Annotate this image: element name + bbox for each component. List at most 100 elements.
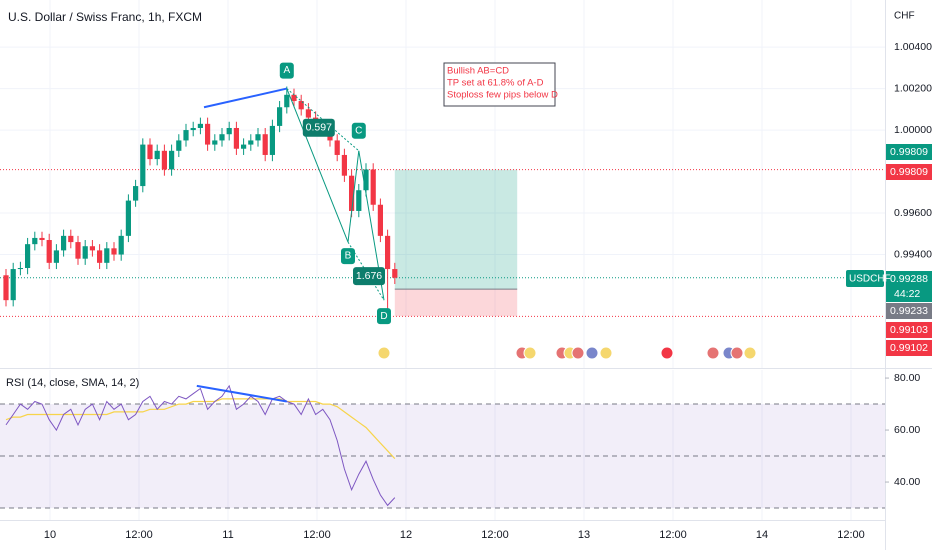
- candle-body: [349, 175, 355, 211]
- event-icon[interactable]: [599, 346, 613, 360]
- candle-body: [68, 235, 74, 243]
- x-tick-label: 12:00: [837, 529, 865, 541]
- candle-body: [226, 127, 232, 135]
- event-icon[interactable]: [377, 346, 391, 360]
- event-icon[interactable]: [706, 346, 720, 360]
- x-tick-label: 14: [756, 529, 768, 541]
- candle-body: [161, 150, 167, 170]
- candle-body: [46, 240, 52, 263]
- pattern-label: A: [283, 65, 290, 76]
- rsi-tick-label: 60.00: [894, 424, 920, 436]
- pattern-label-bg: [279, 62, 294, 79]
- price-tag-bg: [886, 144, 932, 160]
- candle-body: [334, 140, 340, 155]
- pattern-label: D: [380, 311, 387, 322]
- price-tag: 0.99233: [890, 305, 928, 317]
- candle-body: [10, 269, 16, 301]
- event-icon[interactable]: [660, 346, 674, 360]
- candle-body: [111, 248, 117, 255]
- target-zone: [394, 169, 518, 290]
- divergence-line: [203, 87, 288, 109]
- candle-body: [219, 134, 225, 141]
- pattern-leg: [347, 150, 360, 243]
- rsi-divergence-line: [196, 384, 287, 403]
- rsi-sma-line: [5, 398, 396, 460]
- candle-body: [370, 169, 376, 205]
- ratio-bg: [353, 267, 385, 286]
- candle-body: [176, 140, 182, 151]
- candle-body: [183, 130, 189, 141]
- price-tag-bg: [886, 303, 932, 319]
- event-icon[interactable]: [585, 346, 599, 360]
- pattern-leg: [286, 88, 349, 243]
- grid: [0, 0, 885, 520]
- candle-body: [269, 125, 275, 155]
- pattern-label-bg: [377, 308, 391, 325]
- note-box: [443, 62, 556, 107]
- pattern-label: C: [355, 125, 362, 136]
- event-icon[interactable]: [571, 346, 585, 360]
- pattern-guide: [347, 241, 385, 301]
- x-tick-label: 13: [578, 529, 590, 541]
- note-line: Stoploss few pips below D: [447, 90, 558, 101]
- candle-body: [17, 268, 23, 270]
- candle-body: [262, 134, 268, 155]
- candle-body: [89, 246, 95, 251]
- pattern-label-bg: [351, 122, 366, 139]
- y-tick-label: 0.99400: [894, 248, 932, 260]
- rsi-pane: 80.00 60.00 40.00 RSI (14, close, SMA, 14, …: [0, 372, 920, 509]
- candle-body: [377, 204, 383, 236]
- candle-body: [53, 250, 59, 263]
- y-tick-label: 0.99600: [894, 207, 932, 219]
- candle-body: [241, 144, 247, 149]
- ratio-bg: [302, 118, 335, 137]
- x-tick-label: 10: [44, 529, 56, 541]
- rsi-label: RSI (14, close, SMA, 14, 2): [6, 377, 139, 389]
- candle-body: [205, 123, 211, 145]
- candle-body: [75, 242, 81, 259]
- currency-label: CHF: [894, 11, 915, 22]
- candle-body: [25, 244, 31, 269]
- price-tag-bg: [886, 340, 932, 356]
- price-tag-bg: [886, 322, 932, 338]
- price-tag: 0.99288: [890, 273, 928, 285]
- event-icon[interactable]: [743, 346, 757, 360]
- countdown-bg: [886, 287, 932, 302]
- price-tag: 0.99809: [890, 146, 928, 158]
- x-tick-label: 12: [400, 529, 412, 541]
- note-line: Bullish AB=CD: [447, 66, 509, 77]
- candle-body: [305, 109, 311, 118]
- pattern-label-bg: [341, 248, 355, 265]
- candle-body: [197, 123, 203, 128]
- candle-body: [277, 107, 283, 126]
- candle-body: [190, 127, 196, 131]
- rsi-line: [5, 384, 396, 507]
- candle-body: [104, 248, 110, 263]
- candle-body: [356, 190, 362, 211]
- x-tick-label: 11: [222, 529, 233, 541]
- x-tick-label: 12:00: [303, 529, 331, 541]
- price-tag: 0.99103: [890, 324, 928, 336]
- note-line: TP set at 61.8% of A-D: [447, 78, 544, 89]
- candle-body: [341, 154, 347, 176]
- candle-body: [147, 144, 153, 160]
- symbol-tag-bg: [846, 270, 884, 287]
- x-tick-label: 12:00: [481, 529, 509, 541]
- event-icon[interactable]: [730, 346, 744, 360]
- event-icons: [377, 346, 757, 360]
- candle-body: [248, 140, 254, 145]
- candle-body: [140, 144, 146, 187]
- price-tag-bg: [886, 164, 932, 180]
- rsi-tick-label: 40.00: [894, 476, 920, 488]
- price-tag-bg: [886, 271, 932, 287]
- pattern-label: B: [345, 251, 352, 262]
- candle-body: [291, 94, 297, 102]
- candle-body: [97, 250, 103, 263]
- event-icon[interactable]: [523, 346, 537, 360]
- candle-body: [125, 200, 131, 236]
- candle-body: [61, 235, 67, 251]
- ratio-label: 0.597: [306, 121, 332, 133]
- candle-body: [284, 94, 290, 108]
- ratio-label: 1.676: [356, 270, 382, 282]
